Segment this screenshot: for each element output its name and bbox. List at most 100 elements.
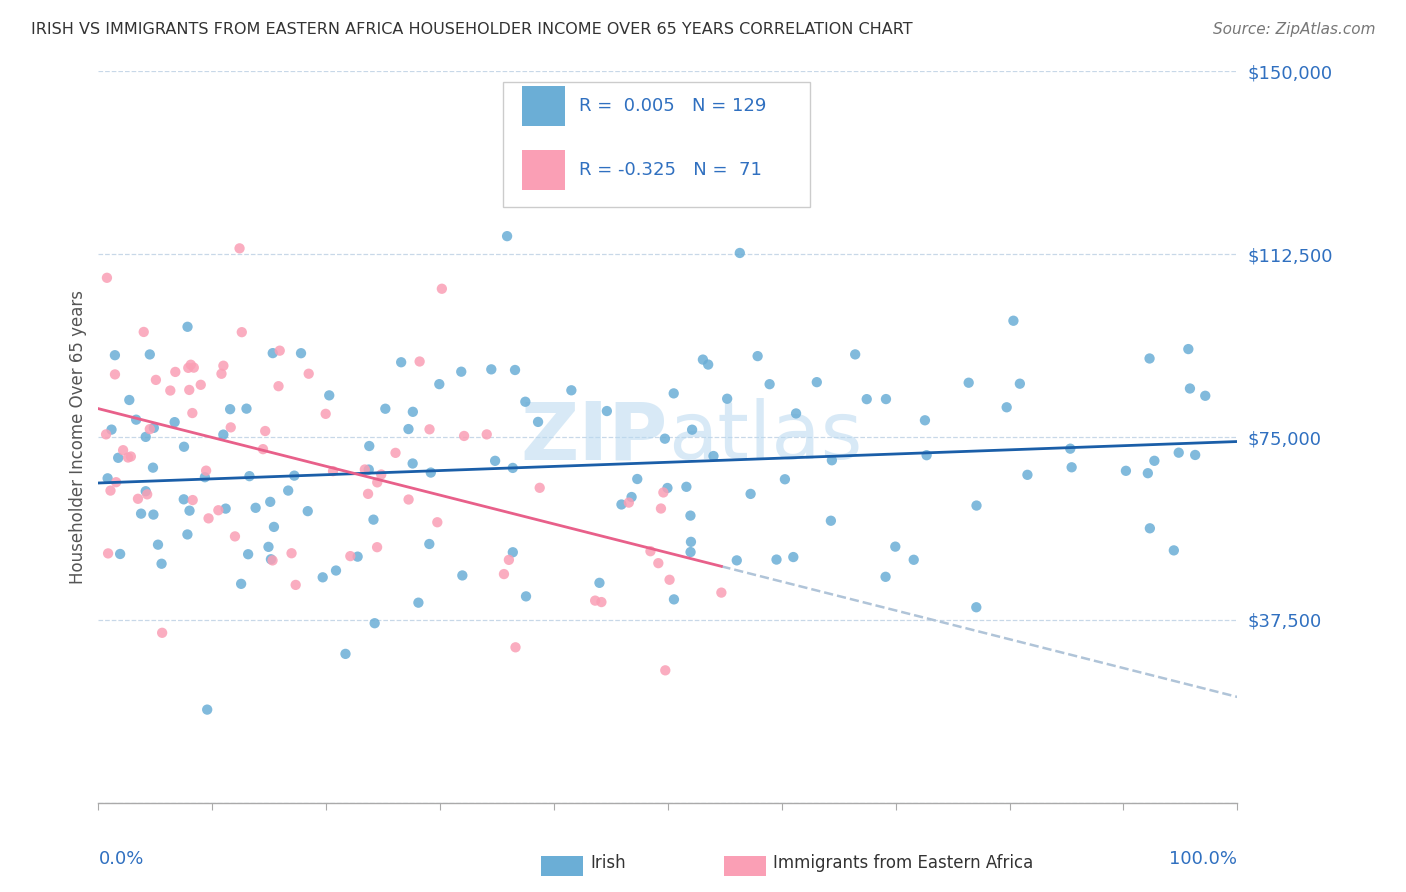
Point bbox=[179, 383, 201, 397]
Point bbox=[765, 552, 787, 566]
Point bbox=[657, 481, 679, 495]
Point bbox=[107, 450, 129, 465]
Point bbox=[280, 546, 302, 560]
Point bbox=[105, 475, 128, 490]
Point bbox=[132, 325, 155, 339]
Point bbox=[591, 595, 613, 609]
Point bbox=[915, 448, 938, 462]
Point bbox=[190, 377, 212, 392]
Point bbox=[139, 422, 162, 436]
Point bbox=[263, 520, 285, 534]
Point bbox=[298, 367, 321, 381]
Point bbox=[1177, 342, 1199, 356]
Point bbox=[692, 352, 714, 367]
Point bbox=[650, 501, 672, 516]
Point bbox=[228, 241, 250, 255]
Point bbox=[176, 319, 198, 334]
Point bbox=[957, 376, 980, 390]
FancyBboxPatch shape bbox=[503, 82, 810, 207]
Point bbox=[231, 577, 253, 591]
Point bbox=[179, 503, 201, 517]
Point bbox=[398, 492, 420, 507]
Point bbox=[1163, 543, 1185, 558]
Point bbox=[173, 492, 195, 507]
Point bbox=[366, 540, 388, 554]
Point bbox=[259, 495, 281, 509]
Point bbox=[475, 427, 498, 442]
Point bbox=[492, 567, 515, 582]
Point bbox=[180, 358, 202, 372]
Text: Immigrants from Eastern Africa: Immigrants from Eastern Africa bbox=[773, 855, 1033, 872]
Point bbox=[269, 343, 291, 358]
Point bbox=[177, 360, 200, 375]
Point bbox=[346, 549, 368, 564]
Point bbox=[560, 384, 582, 398]
Point bbox=[104, 368, 127, 382]
Point bbox=[297, 504, 319, 518]
Point bbox=[1115, 464, 1137, 478]
Point bbox=[1184, 448, 1206, 462]
Point bbox=[315, 407, 337, 421]
Text: 100.0%: 100.0% bbox=[1170, 850, 1237, 868]
Point bbox=[398, 422, 420, 436]
Point bbox=[502, 545, 524, 559]
Point bbox=[163, 415, 186, 429]
Point bbox=[353, 462, 375, 476]
Point bbox=[418, 422, 440, 436]
Point bbox=[820, 514, 842, 528]
Point bbox=[1136, 466, 1159, 480]
Point bbox=[370, 467, 392, 482]
Point bbox=[965, 600, 987, 615]
Point bbox=[181, 493, 204, 508]
Point bbox=[747, 349, 769, 363]
Point bbox=[681, 423, 703, 437]
Point bbox=[844, 347, 866, 361]
Point bbox=[112, 443, 135, 458]
Point bbox=[104, 348, 127, 362]
Point bbox=[94, 427, 117, 442]
Point bbox=[498, 553, 520, 567]
Text: Irish: Irish bbox=[591, 855, 626, 872]
Point bbox=[117, 450, 139, 465]
Point bbox=[165, 365, 187, 379]
Text: ZIP: ZIP bbox=[520, 398, 668, 476]
Point bbox=[782, 550, 804, 565]
Point bbox=[728, 246, 751, 260]
Point bbox=[194, 470, 217, 484]
Point bbox=[214, 501, 236, 516]
Point bbox=[679, 545, 702, 559]
Point bbox=[884, 540, 907, 554]
Point bbox=[146, 538, 169, 552]
Point bbox=[640, 544, 662, 558]
FancyBboxPatch shape bbox=[522, 86, 565, 127]
Point bbox=[339, 549, 361, 563]
Point bbox=[450, 365, 472, 379]
Text: IRISH VS IMMIGRANTS FROM EASTERN AFRICA HOUSEHOLDER INCOME OVER 65 YEARS CORRELA: IRISH VS IMMIGRANTS FROM EASTERN AFRICA … bbox=[31, 22, 912, 37]
Point bbox=[527, 415, 550, 429]
Point bbox=[1139, 521, 1161, 535]
Point bbox=[995, 401, 1018, 415]
Point bbox=[238, 469, 260, 483]
Point bbox=[1002, 314, 1025, 328]
Point bbox=[159, 384, 181, 398]
Text: 0.0%: 0.0% bbox=[98, 850, 143, 868]
Point bbox=[875, 570, 897, 584]
Point bbox=[626, 472, 648, 486]
Point bbox=[150, 557, 173, 571]
Text: atlas: atlas bbox=[668, 398, 862, 476]
Point bbox=[1017, 467, 1039, 482]
Point bbox=[654, 663, 676, 677]
Point bbox=[515, 590, 537, 604]
Text: R =  0.005   N = 129: R = 0.005 N = 129 bbox=[579, 97, 766, 115]
Point bbox=[357, 487, 380, 501]
Point bbox=[453, 429, 475, 443]
Point bbox=[875, 392, 897, 406]
Point bbox=[183, 360, 205, 375]
Point bbox=[318, 388, 340, 402]
Point bbox=[620, 490, 643, 504]
Point bbox=[254, 424, 277, 438]
Point bbox=[245, 500, 267, 515]
Point bbox=[515, 394, 537, 409]
Point bbox=[966, 499, 988, 513]
Point bbox=[1178, 382, 1201, 396]
